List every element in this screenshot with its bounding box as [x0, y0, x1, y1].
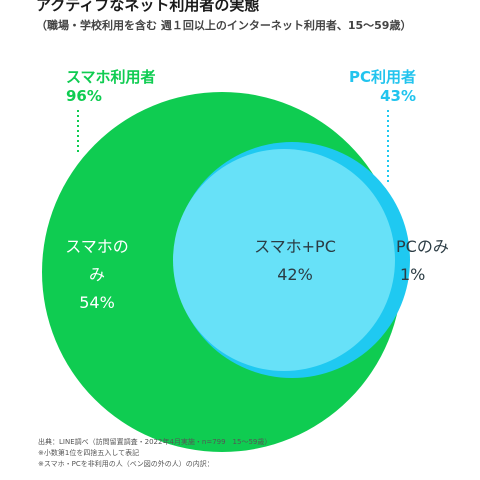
smartphone-only-region: スマホのみ 54%: [62, 233, 132, 317]
smartphone-users-label: スマホ利用者: [66, 68, 156, 86]
footnote-rounding: ※小数第1位を四捨五入して表記: [38, 449, 140, 457]
overlap-area: [173, 149, 395, 371]
pc-users-callout: PC利用者 43%: [349, 68, 416, 106]
smartphone-only-label: スマホのみ: [65, 237, 129, 284]
footnotes: 出典：LINE調べ（訪問留置調査・2022年4月実施・n=799 15〜59歳）…: [38, 437, 271, 470]
both-region: スマホ+PC 42%: [240, 233, 350, 289]
pc-users-label: PC利用者: [348, 68, 416, 86]
pc-only-value: 1%: [400, 265, 426, 284]
pc-only-label: PCのみ: [396, 237, 449, 256]
smartphone-only-value: 54%: [79, 293, 115, 312]
footnote-source: 出典：LINE調べ（訪問留置調査・2022年4月実施・n=799 15〜59歳）: [38, 438, 272, 446]
chart-title: アクティブなネット利用者の実態: [36, 0, 260, 14]
both-value: 42%: [277, 265, 313, 284]
footnote-non-users: ※スマホ・PCを非利用の人（ベン図の外の人）の内訳：: [38, 460, 214, 468]
pc-users-value: 43%: [380, 87, 416, 105]
smartphone-users-callout: スマホ利用者 96%: [66, 68, 156, 106]
chart-subtitle: （職場・学校利用を含む 週１回以上のインターネット利用者、15〜59歳）: [36, 19, 412, 32]
both-label: スマホ+PC: [254, 237, 336, 256]
pc-only-region: PCのみ 1%: [396, 233, 468, 289]
smartphone-users-value: 96%: [66, 87, 102, 105]
